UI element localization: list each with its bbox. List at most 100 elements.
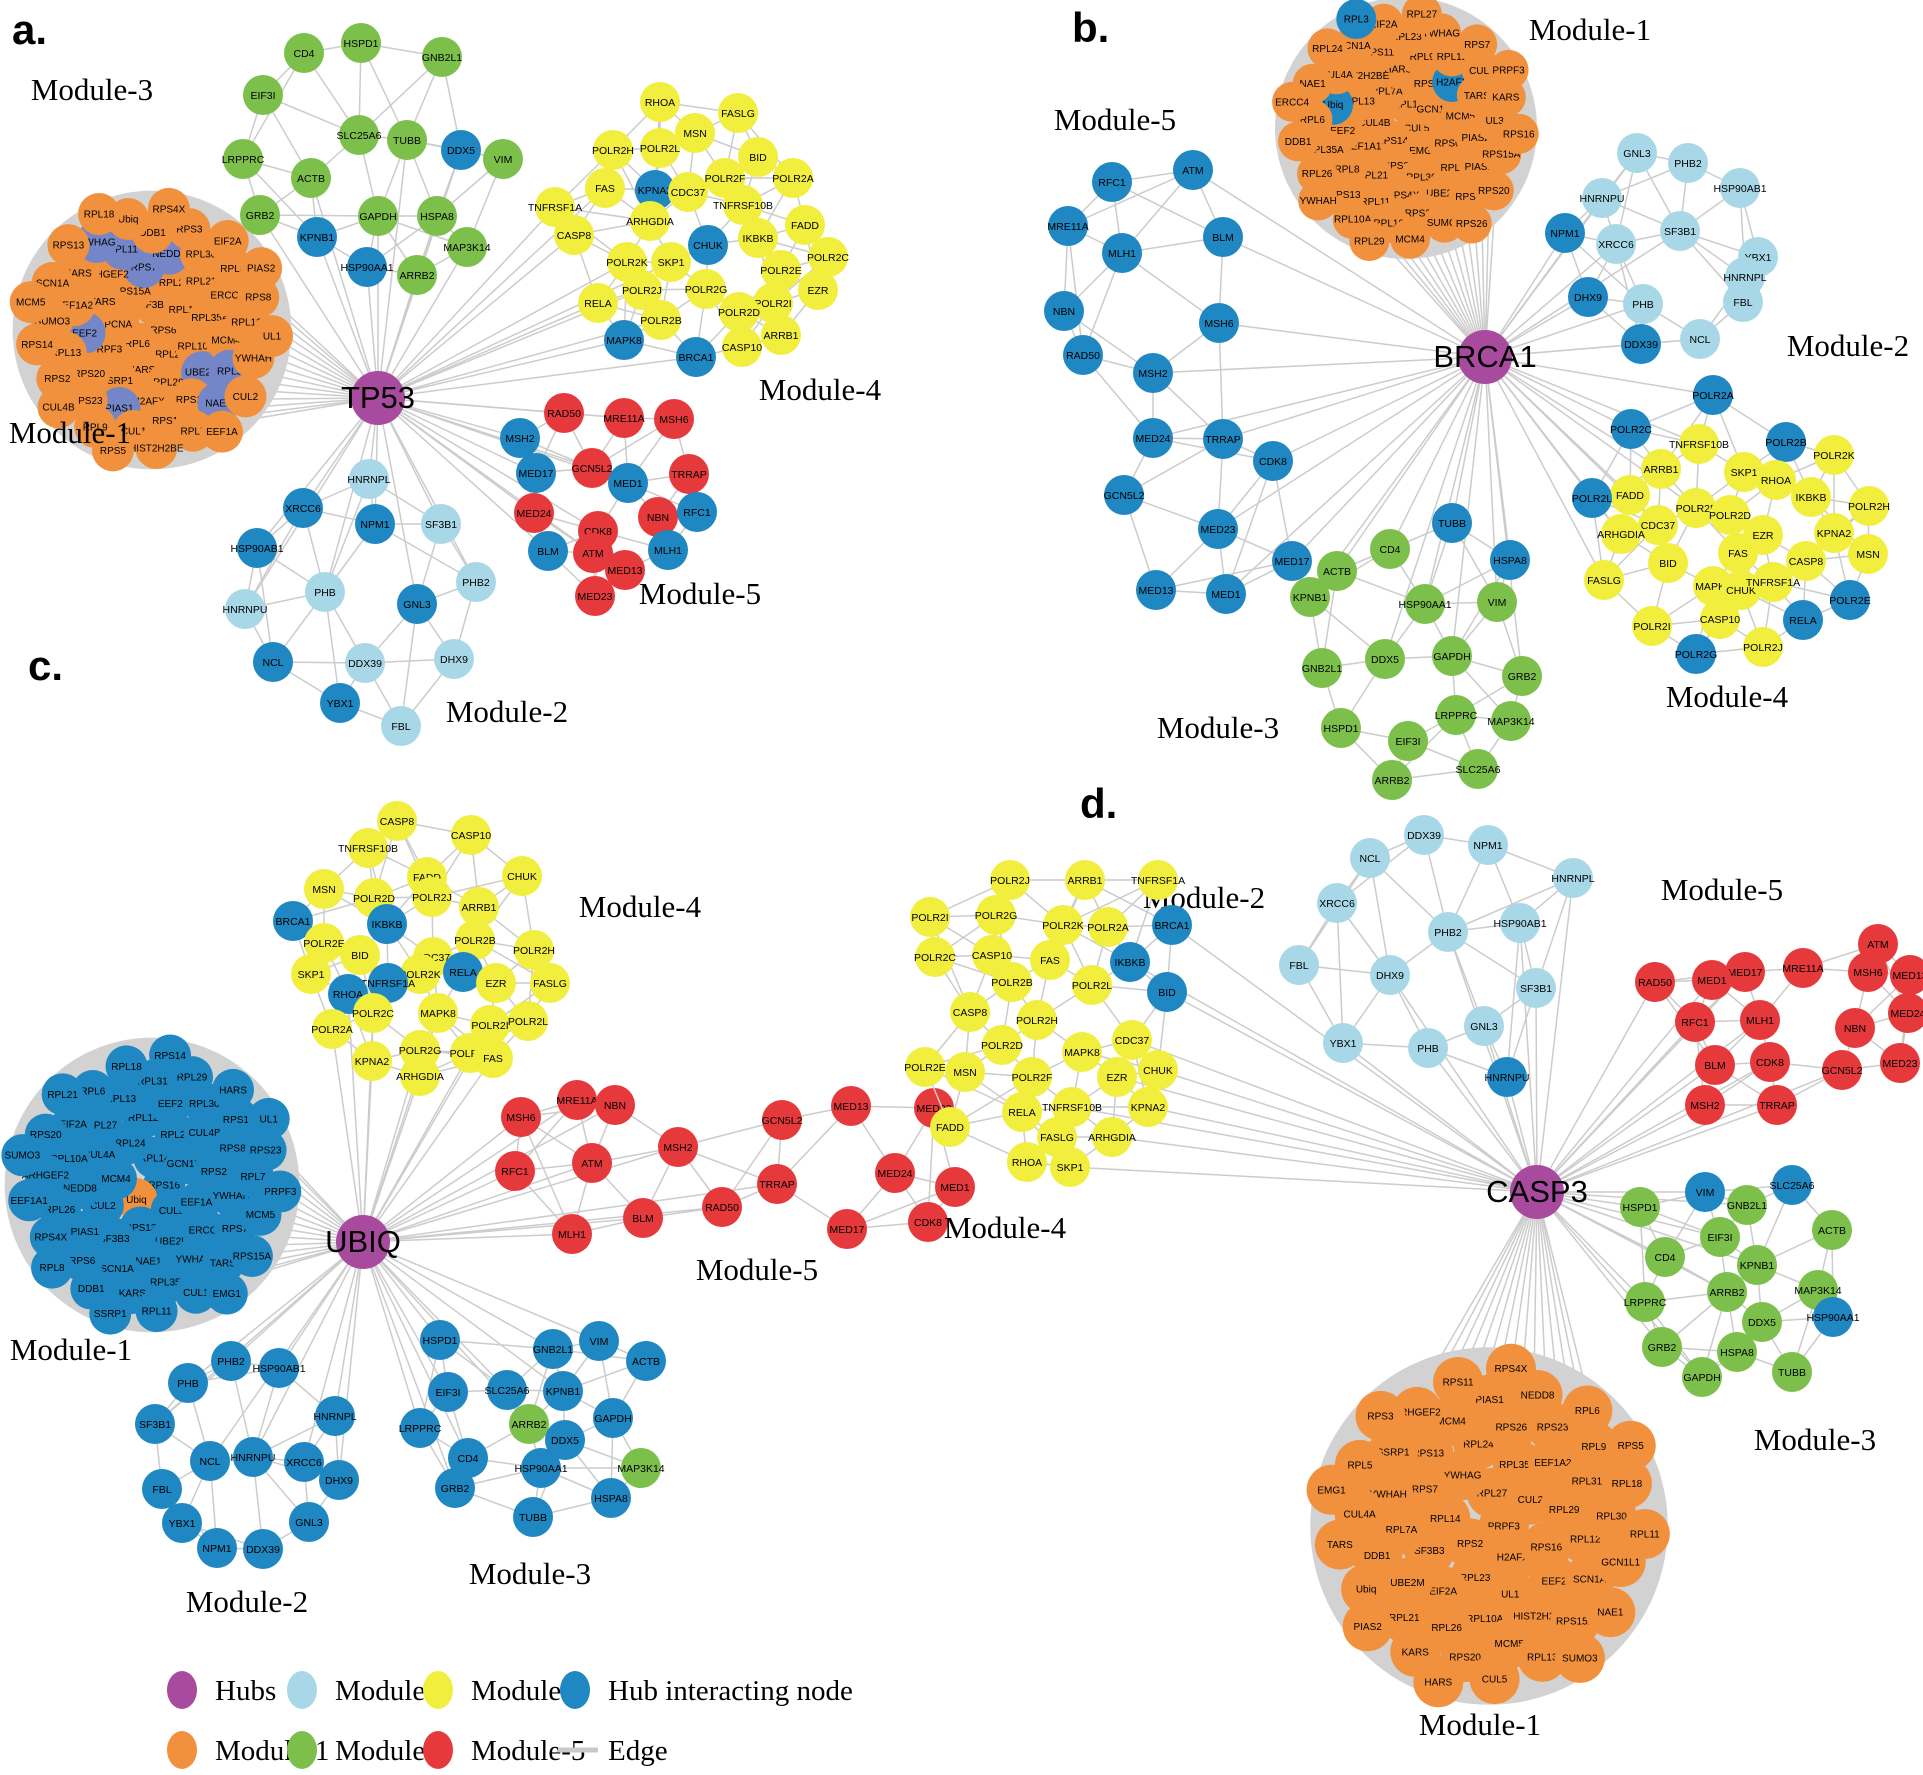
node-UL1 bbox=[247, 1097, 290, 1140]
node-ARHGDIA bbox=[400, 1056, 440, 1096]
node-GCN5L2 bbox=[762, 1100, 802, 1140]
node-SLC25A6 bbox=[487, 1370, 527, 1410]
node-TRRAP bbox=[669, 454, 709, 494]
node-RPS7 bbox=[1457, 24, 1498, 65]
node-LRPPRC bbox=[1625, 1282, 1665, 1322]
node-SKP1 bbox=[1050, 1147, 1090, 1187]
node-HSPA8 bbox=[1717, 1332, 1757, 1372]
edge bbox=[362, 1162, 593, 1243]
node-SUMO3 bbox=[1554, 1632, 1605, 1683]
edge bbox=[1069, 1166, 1538, 1193]
node-ATM bbox=[1173, 150, 1213, 190]
legend-item-edge: Edge bbox=[558, 1735, 668, 1767]
edge bbox=[1384, 356, 1486, 660]
edge bbox=[310, 177, 379, 399]
legend-swatch bbox=[287, 1731, 317, 1769]
node-CDC37 bbox=[1112, 1020, 1152, 1060]
node-POLR2E bbox=[304, 923, 344, 963]
node-TRRAP bbox=[1203, 419, 1243, 459]
edge bbox=[252, 1241, 364, 1458]
node-EMG1 bbox=[205, 1272, 248, 1315]
node-YBX1 bbox=[162, 1503, 202, 1543]
module-title: Module-4 bbox=[1666, 679, 1789, 714]
node-RPS5 bbox=[1605, 1420, 1656, 1471]
node-MSH2 bbox=[1685, 1085, 1725, 1125]
node-TUBB bbox=[387, 120, 427, 160]
node-NAE1 bbox=[1585, 1587, 1636, 1638]
panel-letter-d: d. bbox=[1080, 780, 1117, 827]
node-BLM bbox=[1695, 1045, 1735, 1085]
node-IKBKB bbox=[738, 218, 778, 258]
edge bbox=[1536, 1061, 1771, 1193]
node-RFC1 bbox=[495, 1151, 535, 1191]
edge bbox=[1484, 338, 1701, 358]
edge bbox=[259, 214, 379, 399]
node-CASP8 bbox=[1786, 541, 1826, 581]
node-BID bbox=[340, 935, 380, 975]
node-NCL bbox=[253, 642, 293, 682]
node-YBX1 bbox=[320, 683, 360, 723]
node-FADD bbox=[930, 1107, 970, 1147]
node-DHX9 bbox=[434, 639, 474, 679]
module-title: Module-5 bbox=[696, 1252, 818, 1287]
node-ARRB2 bbox=[509, 1404, 549, 1444]
edge bbox=[1129, 961, 1538, 1193]
edge bbox=[1336, 902, 1344, 1044]
node-RPL11 bbox=[135, 1290, 178, 1333]
node-ATM bbox=[573, 533, 613, 573]
edge bbox=[377, 206, 556, 399]
edge bbox=[362, 1233, 573, 1243]
node-POLR2I bbox=[753, 283, 793, 323]
edge bbox=[377, 397, 477, 583]
node-SF3B1 bbox=[1660, 211, 1700, 251]
node-MED17 bbox=[516, 453, 556, 493]
edge bbox=[1217, 356, 1486, 530]
node-MSN bbox=[304, 869, 344, 909]
node-PHB2 bbox=[1428, 912, 1468, 952]
node-POLR2G bbox=[686, 269, 726, 309]
nodes-layer: PRPF3RPS2RPL27H2AFXRPL14CUL2RPL23YWHAGRP… bbox=[904, 815, 1923, 1742]
node-CUL1 bbox=[174, 1271, 217, 1314]
module-title: Module-4 bbox=[579, 889, 702, 924]
node-ARRB1 bbox=[1065, 860, 1105, 900]
edge bbox=[1342, 1042, 1538, 1193]
legend-swatch bbox=[423, 1731, 453, 1769]
edge bbox=[1447, 877, 1574, 933]
node-PHB2 bbox=[1668, 143, 1708, 183]
panel-d: PRPF3RPS2RPL27H2AFXRPL14CUL2RPL23YWHAGRP… bbox=[904, 780, 1923, 1742]
hub-label: BRCA1 bbox=[1433, 339, 1536, 374]
node-HSP90AB1 bbox=[1500, 903, 1540, 943]
node-RPL13 bbox=[1517, 1631, 1568, 1682]
node-LRPPRC bbox=[223, 139, 263, 179]
edge bbox=[1336, 356, 1486, 572]
node-POLR2E bbox=[1830, 580, 1870, 620]
hub-node-BRCA1 bbox=[1458, 330, 1512, 384]
node-RPS3 bbox=[1355, 1390, 1406, 1441]
edge bbox=[1536, 877, 1574, 1193]
node-RAD50 bbox=[1063, 335, 1103, 375]
edge bbox=[377, 234, 575, 399]
node-RPS11 bbox=[1433, 1356, 1484, 1407]
node-MAPK8 bbox=[604, 320, 644, 360]
node-RPS20 bbox=[1473, 170, 1514, 211]
node-MED23 bbox=[575, 576, 615, 616]
node-POLR2A bbox=[1088, 907, 1128, 947]
node-ACTB bbox=[1812, 1210, 1852, 1250]
node-DDX5 bbox=[1365, 639, 1405, 679]
node-POLR2A bbox=[773, 158, 813, 198]
edge bbox=[256, 397, 379, 549]
edge bbox=[362, 1241, 469, 1459]
nodes-layer: RPS16UbiqRPL14CUL5MCM4GCN1L1RPS13RPL24EE… bbox=[1, 801, 975, 1619]
node-MSN bbox=[675, 113, 715, 153]
node-SLC25A6 bbox=[339, 115, 379, 155]
node-RPS5 bbox=[91, 429, 134, 472]
node-CD4 bbox=[284, 33, 324, 73]
node-RPS4X bbox=[29, 1215, 72, 1258]
edge bbox=[362, 1241, 508, 1391]
node-TNFRSF1A bbox=[1753, 562, 1793, 602]
node-MAP3K14 bbox=[621, 1448, 661, 1488]
edge bbox=[377, 302, 599, 399]
edge bbox=[1218, 322, 1486, 358]
node-POLR2K bbox=[400, 954, 440, 994]
node-POLR2H bbox=[1849, 486, 1889, 526]
